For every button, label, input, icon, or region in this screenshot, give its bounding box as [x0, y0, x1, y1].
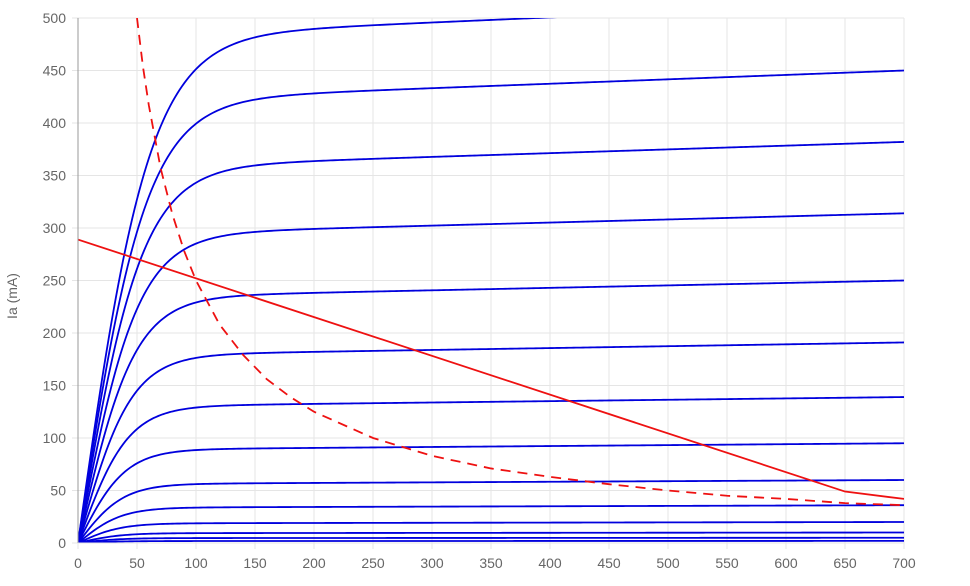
x-tick-label: 0 [74, 555, 82, 571]
y-tick-label: 50 [50, 483, 66, 499]
x-tick-label: 500 [656, 555, 680, 571]
x-tick-label: 200 [302, 555, 326, 571]
anode-curve-6 [78, 396, 904, 543]
anode-curve-13 [78, 540, 904, 543]
anode-curve-7 [78, 442, 904, 543]
x-tick-label: 450 [597, 555, 621, 571]
y-tick-label: 450 [43, 63, 67, 79]
y-tick-label: 100 [43, 430, 67, 446]
x-tick-label: 700 [892, 555, 916, 571]
y-tick-label: 0 [58, 535, 66, 551]
axes: 0 50 100 150 200 250 300 350 400 450 500 550 600 650 7… [43, 10, 916, 571]
x-tick-label: 150 [243, 555, 267, 571]
anode-curve-11 [78, 531, 904, 543]
anode-curve-10 [78, 521, 904, 543]
anode-curve-4 [78, 279, 904, 543]
anode-curve-12 [78, 536, 904, 543]
y-tick-label: 150 [43, 378, 67, 394]
anode-curve-1 [78, 69, 904, 543]
y-tick-label: 500 [43, 10, 67, 26]
x-tick-label: 650 [833, 555, 857, 571]
x-tick-label: 50 [129, 555, 145, 571]
series-layer [78, 18, 904, 543]
x-tick-label: 100 [184, 555, 208, 571]
x-tick-label: 600 [774, 555, 798, 571]
load-line [78, 238, 904, 500]
anode-curve-9 [78, 504, 904, 543]
anode-curve-5 [78, 341, 904, 543]
x-tick-label: 550 [715, 555, 739, 571]
anode-curve-8 [78, 479, 904, 543]
x-tick-label: 400 [538, 555, 562, 571]
y-axis-title: Ia (mA) [4, 273, 20, 319]
y-tick-label: 350 [43, 168, 67, 184]
x-tick-label: 300 [420, 555, 444, 571]
y-tick-label: 250 [43, 273, 67, 289]
x-tick-label: 350 [479, 555, 503, 571]
anode-curve-3 [78, 212, 904, 543]
x-tick-label: 250 [361, 555, 385, 571]
max-dissipation-curve [136, 18, 904, 507]
y-tick-label: 400 [43, 115, 67, 131]
y-tick-label: 200 [43, 325, 67, 341]
anode-curve-0 [78, 18, 558, 543]
anode-curve-2 [78, 141, 904, 543]
y-tick-label: 300 [43, 220, 67, 236]
